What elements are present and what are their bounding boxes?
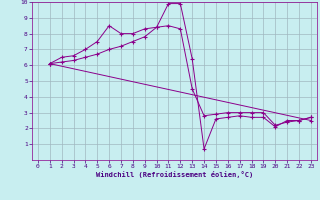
X-axis label: Windchill (Refroidissement éolien,°C): Windchill (Refroidissement éolien,°C) (96, 171, 253, 178)
